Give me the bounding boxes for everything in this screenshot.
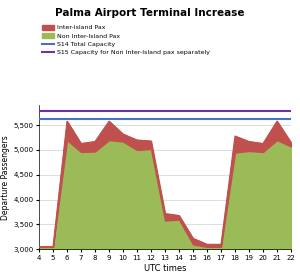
Legend: Inter-Island Pax, Non Inter-Island Pax, S14 Total Capacity, S15 Capacity for Non: Inter-Island Pax, Non Inter-Island Pax, … [39,22,213,58]
Text: Palma Airport Terminal Increase: Palma Airport Terminal Increase [55,8,245,18]
Y-axis label: Departure Passengers: Departure Passengers [2,135,10,220]
X-axis label: UTC times: UTC times [144,264,186,273]
